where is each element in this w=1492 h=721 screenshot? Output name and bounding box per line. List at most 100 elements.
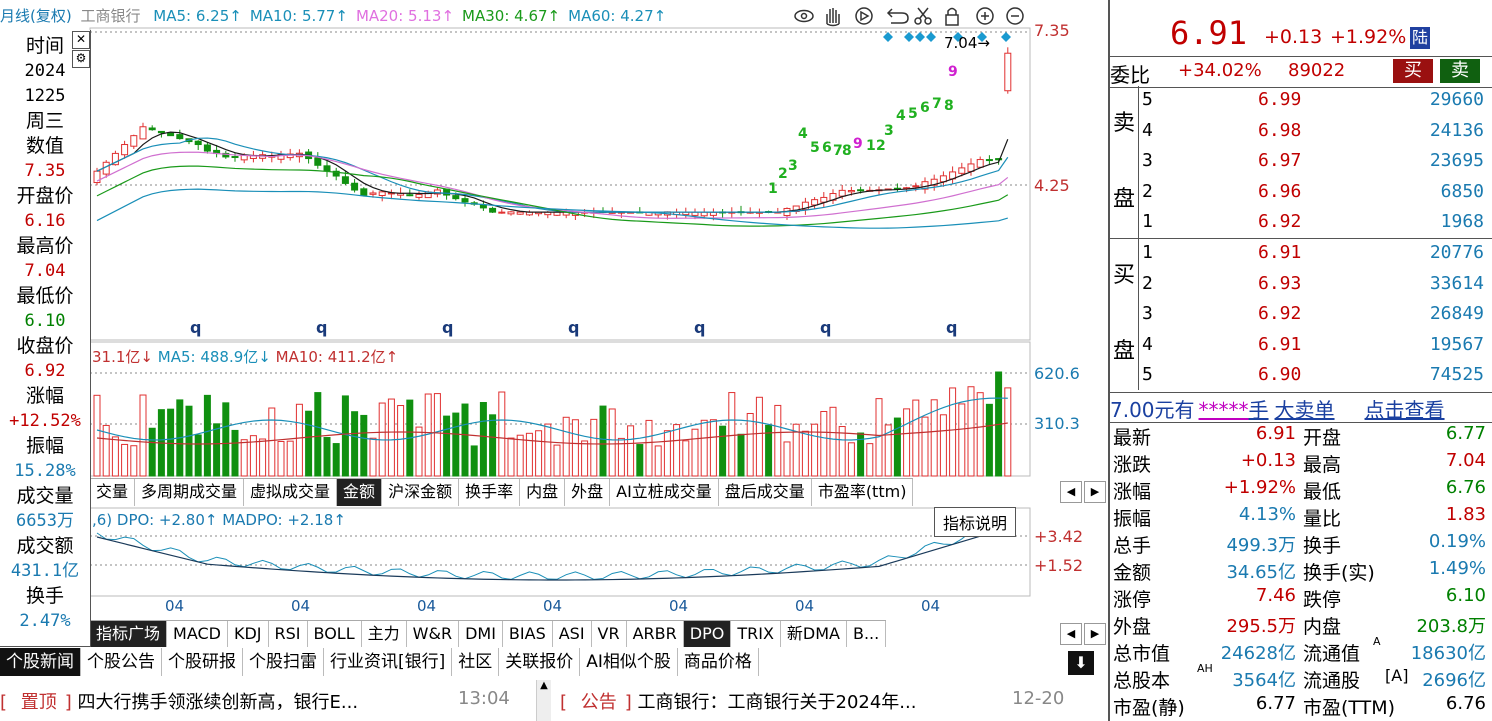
- undo-icon[interactable]: [886, 8, 909, 24]
- stat-value: 6.91: [1255, 423, 1296, 444]
- sequence-number: 8: [842, 143, 852, 159]
- tab-5[interactable]: 换手率: [459, 479, 521, 506]
- asks-row[interactable]: 1 6.92 1968: [1140, 208, 1490, 238]
- sell-button[interactable]: 卖: [1440, 59, 1480, 83]
- tab-7[interactable]: DMI: [459, 621, 503, 647]
- scroll-right-button[interactable]: ▶: [1084, 481, 1106, 503]
- candle-body: [958, 167, 966, 174]
- asks-row[interactable]: 5 6.99 29660: [1140, 86, 1490, 116]
- volume-bar: [967, 386, 975, 477]
- candle-body: [231, 156, 239, 159]
- tab-13[interactable]: TRIX: [731, 621, 781, 647]
- sequence-number: 9: [948, 64, 958, 80]
- volume-bar: [792, 423, 800, 477]
- q-marker: q: [694, 318, 706, 337]
- tab-8[interactable]: AI立桩成交量: [610, 479, 719, 506]
- asks-row[interactable]: 3 6.97 23695: [1140, 147, 1490, 177]
- close-icon[interactable]: ✕: [72, 31, 90, 49]
- tab-7[interactable]: 外盘: [565, 479, 611, 506]
- hand-icon[interactable]: [826, 8, 840, 27]
- stat-label: 流通值: [1303, 643, 1361, 665]
- bottom-scroll-left[interactable]: ◀: [1060, 623, 1082, 645]
- tab-0[interactable]: 交量: [90, 479, 136, 506]
- volume-bar: [213, 423, 221, 477]
- volume-bar: [571, 419, 579, 477]
- scroll-left-button[interactable]: ◀: [1060, 481, 1082, 503]
- news-row-1[interactable]: [ 置顶] 四大行携手领涨续创新高，银行E... 13:04: [0, 688, 510, 713]
- tab-5[interactable]: 主力: [362, 621, 407, 647]
- news-tab-3[interactable]: 个股扫雷: [243, 648, 324, 676]
- zoom-out-icon[interactable]: [1006, 7, 1024, 25]
- asks-row[interactable]: 2 6.96 6850: [1140, 178, 1490, 208]
- tab-15[interactable]: B...: [847, 621, 887, 647]
- bids-row[interactable]: 2 6.93 33614: [1140, 270, 1490, 300]
- gear-icon[interactable]: ⚙: [72, 50, 90, 68]
- tab-3[interactable]: 金额: [337, 479, 383, 506]
- news-tab-2[interactable]: 个股研报: [162, 648, 243, 676]
- big-order-link[interactable]: 点击查看: [1364, 398, 1445, 422]
- tab-1[interactable]: 多周期成交量: [135, 479, 245, 506]
- tab-9[interactable]: ASI: [553, 621, 592, 647]
- stat-label: 总股本: [1113, 670, 1171, 692]
- candle-body: [194, 140, 202, 146]
- download-icon[interactable]: ⬇: [1068, 651, 1094, 675]
- news-tab-8[interactable]: 商品价格: [678, 648, 759, 676]
- stat-label: 换手: [1303, 535, 1342, 557]
- tab-9[interactable]: 盘后成交量: [719, 479, 812, 506]
- stat-value: 6.76: [1445, 693, 1486, 714]
- bid-side-label: 买盘: [1110, 238, 1139, 390]
- news-tab-5[interactable]: 社区: [452, 648, 500, 676]
- buy-button[interactable]: 买: [1393, 59, 1433, 83]
- zoom-in-icon[interactable]: [976, 7, 994, 25]
- news-tab-7[interactable]: AI相似个股: [580, 648, 678, 676]
- scissors-icon[interactable]: [914, 7, 932, 25]
- bids-row[interactable]: 3 6.92 26849: [1140, 300, 1490, 330]
- news-tab-6[interactable]: 关联报价: [499, 648, 581, 676]
- tab-14[interactable]: 新DMA: [781, 621, 847, 647]
- tab-1[interactable]: MACD: [167, 621, 228, 647]
- lock-icon[interactable]: [945, 7, 959, 26]
- tab-12[interactable]: DPO: [683, 621, 732, 647]
- news-title[interactable]: 工商银行：工商银行关于2024年...: [637, 692, 917, 713]
- play-icon[interactable]: [855, 7, 873, 25]
- news-tab-0[interactable]: 个股新闻: [0, 648, 81, 676]
- tab-8[interactable]: BIAS: [503, 621, 553, 647]
- news-tab-1[interactable]: 个股公告: [81, 648, 162, 676]
- stat-value: 1.49%: [1428, 558, 1486, 579]
- tab-3[interactable]: RSI: [269, 621, 308, 647]
- eye-icon[interactable]: [794, 9, 814, 23]
- news-row-2[interactable]: [ 公告] 工商银行：工商银行关于2024年... 12-20: [560, 688, 1065, 713]
- volume-bar: [838, 426, 846, 477]
- bids-row[interactable]: 4 6.91 19567: [1140, 331, 1490, 361]
- indicator-tooltip[interactable]: 指标说明: [934, 507, 1017, 537]
- tab-2[interactable]: 虚拟成交量: [244, 479, 338, 506]
- signal-diamond: [915, 32, 925, 42]
- news-title[interactable]: 四大行携手领涨续创新高，银行E...: [77, 692, 359, 713]
- volume-bar: [369, 437, 377, 477]
- tab-6[interactable]: W&R: [407, 621, 460, 647]
- signal-diamond: [977, 32, 987, 42]
- period-label: 月线(复权): [0, 7, 72, 25]
- info-value: 1225: [24, 86, 66, 106]
- tab-0[interactable]: 指标广场: [90, 621, 168, 647]
- volume-bar: [673, 424, 681, 477]
- bottom-scroll-right[interactable]: ▶: [1084, 623, 1106, 645]
- big-order-banner[interactable]: 7.00元有 *****手 大卖单 点击查看: [1110, 394, 1490, 422]
- bids-row[interactable]: 1 6.91 20776: [1140, 239, 1490, 269]
- news-tag: 置顶: [20, 692, 57, 713]
- q-marker: q: [190, 318, 202, 337]
- signal-diamond: [953, 32, 963, 42]
- tab-10[interactable]: VR: [592, 621, 627, 647]
- stat-value: 295.5万: [1226, 616, 1296, 637]
- news-tab-4[interactable]: 行业资讯[银行]: [324, 648, 453, 676]
- tab-4[interactable]: BOLL: [308, 621, 362, 647]
- tab-2[interactable]: KDJ: [228, 621, 269, 647]
- tab-10[interactable]: 市盈率(ttm): [812, 479, 914, 506]
- tab-4[interactable]: 沪深金额: [382, 479, 460, 506]
- tab-11[interactable]: ARBR: [627, 621, 684, 647]
- tab-6[interactable]: 内盘: [520, 479, 566, 506]
- asks-row[interactable]: 4 6.98 24136: [1140, 117, 1490, 147]
- bids-row[interactable]: 5 6.90 74525: [1140, 361, 1490, 391]
- news-scrollbar[interactable]: ▲: [536, 680, 551, 721]
- stat-value: 6.77: [1255, 693, 1296, 714]
